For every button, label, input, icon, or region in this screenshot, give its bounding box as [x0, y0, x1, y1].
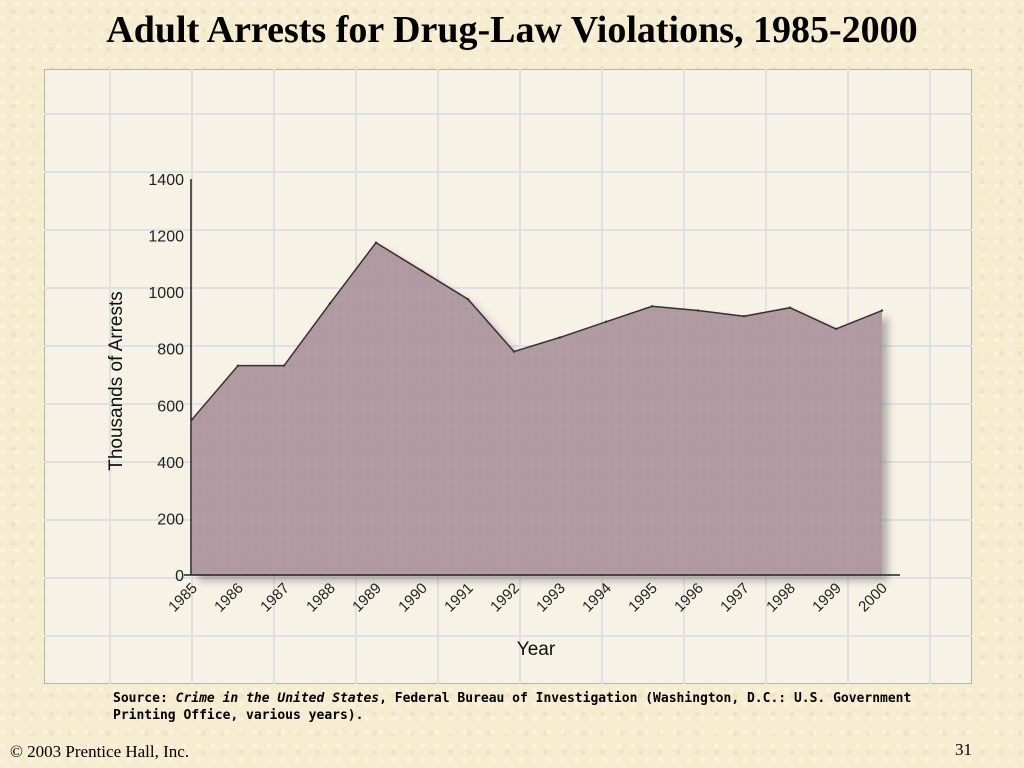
x-tick-label-1988: 1988 — [303, 580, 339, 616]
x-tick-label-1998: 1998 — [763, 580, 799, 616]
area-series — [190, 241, 884, 575]
data-point-1995 — [650, 305, 654, 308]
x-tick-label-1997: 1997 — [717, 580, 753, 616]
x-tick-label-1986: 1986 — [211, 580, 247, 616]
slide-title: Adult Arrests for Drug-Law Violations, 1… — [106, 9, 918, 51]
data-point-1996 — [696, 309, 700, 312]
data-point-1991 — [466, 298, 470, 301]
data-point-1999 — [834, 327, 838, 331]
y-tick-label-400: 400 — [157, 455, 184, 472]
x-tick-label-1992: 1992 — [487, 580, 523, 616]
data-point-1993 — [558, 336, 562, 339]
x-tick-label-1994: 1994 — [579, 580, 615, 616]
y-tick-label-200: 200 — [157, 511, 184, 528]
copyright-notice: © 2003 Prentice Hall, Inc. — [10, 742, 190, 761]
y-axis-label: Thousands of Arrests — [106, 291, 127, 471]
x-tick-label-1990: 1990 — [395, 580, 431, 616]
y-tick-label-0: 0 — [175, 568, 184, 585]
axes — [184, 179, 900, 576]
x-axis-label: Year — [517, 639, 556, 660]
x-tick-label-1993: 1993 — [533, 580, 569, 616]
area-texture — [192, 242, 882, 575]
page-number: 31 — [955, 740, 972, 759]
x-tick-label-1991: 1991 — [441, 580, 477, 616]
y-tick-label-800: 800 — [157, 342, 184, 359]
x-tick-label-1985: 1985 — [165, 580, 201, 616]
source-work-title: Crime in the United States — [175, 691, 380, 706]
x-tick-label-1999: 1999 — [809, 580, 845, 616]
area-outline — [191, 241, 883, 420]
x-tick-label-1996: 1996 — [671, 580, 707, 616]
x-tick-label-1995: 1995 — [625, 580, 661, 616]
data-point-1990 — [420, 269, 424, 273]
data-point-1989 — [374, 241, 378, 244]
data-point-1988 — [328, 302, 332, 305]
source-note: Source: Crime in the United States, Fede… — [113, 690, 933, 724]
y-tick-label-1000: 1000 — [148, 285, 184, 302]
data-point-1986 — [236, 364, 240, 367]
data-point-1998 — [788, 306, 792, 309]
data-point-1992 — [512, 350, 516, 353]
area-chart: 0 200 400 600 800 1000 1200 1400 1985 1986 1987 19… — [44, 69, 972, 684]
data-point-1997 — [742, 314, 746, 318]
x-tick-label-1987: 1987 — [257, 580, 293, 616]
data-point-1987 — [282, 364, 286, 367]
y-tick-label-1400: 1400 — [148, 172, 184, 189]
x-tick-label-2000: 2000 — [855, 580, 891, 616]
y-tick-label-600: 600 — [157, 398, 184, 415]
y-tick-label-1200: 1200 — [148, 229, 184, 246]
data-point-1994 — [604, 320, 608, 324]
y-tick-labels: 0 200 400 600 800 1000 1200 1400 — [148, 172, 184, 585]
data-point-2000 — [880, 309, 884, 312]
x-tick-label-1989: 1989 — [349, 580, 385, 616]
source-prefix: Source: — [113, 691, 176, 706]
source-rest: , Federal Bureau of Investigation (Washi… — [113, 691, 912, 723]
